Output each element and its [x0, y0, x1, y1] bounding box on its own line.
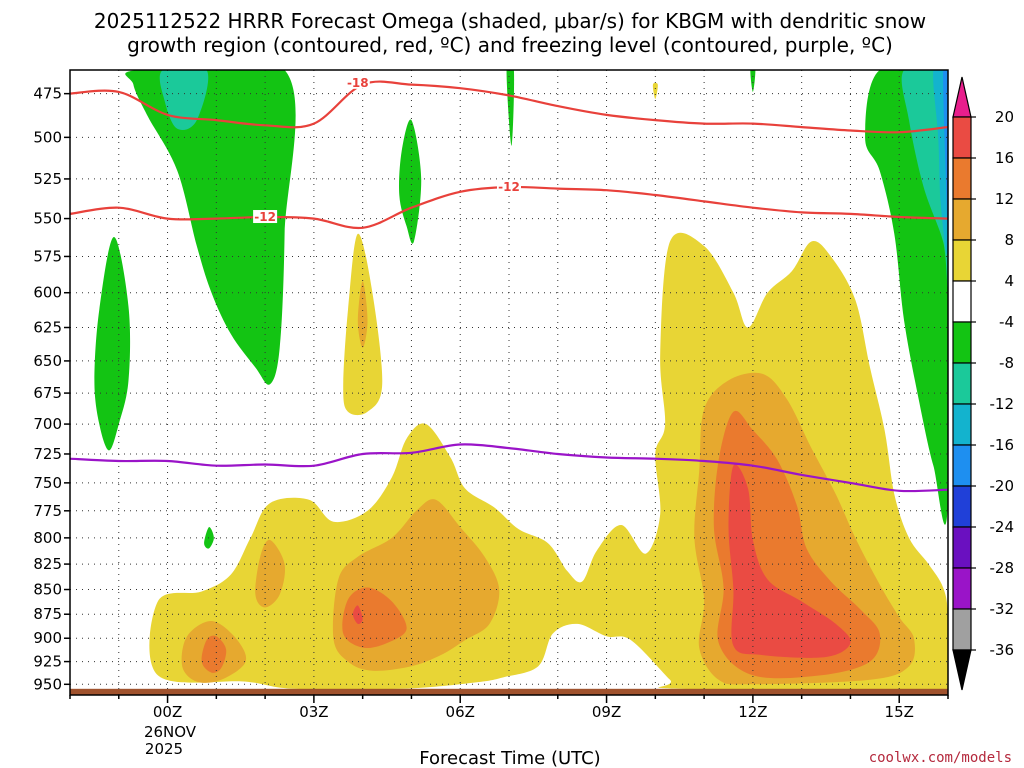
shading-omega-pos-4-top — [652, 82, 658, 99]
colorbar-label: 20 — [995, 108, 1014, 126]
x-tick-label: 06Z — [446, 703, 475, 721]
colorbar-swatch — [952, 608, 972, 651]
shading-omega-pos-8-b — [255, 539, 286, 608]
colorbar-bottom-arrow — [952, 649, 972, 691]
colorbar-swatch — [952, 567, 972, 610]
dgz-contour-label: -18 — [347, 76, 369, 90]
shading-omega-pos-12-a — [201, 635, 227, 673]
y-tick-label: 600 — [33, 284, 62, 302]
colorbar-label: -16 — [990, 436, 1015, 454]
y-tick-label: 675 — [33, 384, 62, 402]
ground-layer — [70, 688, 948, 695]
y-axis: 475 500 525 550 575 600 625 650 675 700 725 750 775 8… — [33, 85, 70, 693]
shading-omega-pos-16-b — [728, 464, 851, 658]
colorbar: 20 16 12 8 4 -4 -8 -12 -16 -20 -24 -28 -32 -36 — [952, 76, 1015, 691]
x-axis: 00Z 03Z 06Z 09Z 12Z 15Z — [69, 695, 949, 721]
y-tick-label: 500 — [33, 128, 62, 146]
colorbar-swatch — [952, 280, 972, 323]
y-tick-label: 550 — [33, 210, 62, 228]
colorbar-swatch — [952, 403, 972, 446]
colorbar-swatch — [952, 485, 972, 528]
colorbar-label: -20 — [990, 477, 1015, 495]
x-axis-label: Forecast Time (UTC) — [419, 748, 600, 768]
colorbar-label: -32 — [990, 600, 1015, 618]
colorbar-top-arrow — [952, 76, 972, 118]
shading-omega-neg-16 — [943, 70, 948, 230]
contour-layer: -18 -12 -12 — [70, 75, 948, 493]
y-tick-label: 475 — [33, 85, 62, 103]
colorbar-label: -24 — [990, 518, 1015, 536]
colorbar-swatch — [952, 444, 972, 487]
y-tick-label: 825 — [33, 555, 62, 573]
colorbar-label: 16 — [995, 149, 1014, 167]
colorbar-swatch — [952, 321, 972, 364]
dgz-isotherm-0 — [70, 80, 948, 134]
y-tick-label: 650 — [33, 352, 62, 370]
y-tick-label: 575 — [33, 247, 62, 265]
shading-omega-pos-12-b — [342, 587, 407, 649]
x-date-label-day: 26NOV — [144, 723, 197, 741]
omega-shading-layer — [94, 70, 948, 695]
colorbar-label: 8 — [1004, 231, 1014, 249]
x-tick-label: 12Z — [738, 703, 767, 721]
y-tick-label: 775 — [33, 502, 62, 520]
chart-title-line2: growth region (contoured, red, ºC) and f… — [127, 33, 893, 57]
dgz-label-bg — [345, 75, 370, 89]
colorbar-swatch — [952, 116, 972, 159]
y-tick-label: 875 — [33, 605, 62, 623]
x-tick-label: 03Z — [299, 703, 328, 721]
y-tick-label: 700 — [33, 415, 62, 433]
x-tick-label: 00Z — [153, 703, 182, 721]
y-tick-label: 625 — [33, 319, 62, 337]
shading-omega-pos-4-upper-orange — [357, 281, 368, 348]
y-tick-label: 925 — [33, 653, 62, 671]
dgz-contour-label: -12 — [498, 180, 520, 194]
dgz-label-bg — [253, 210, 278, 224]
x-date-label-year: 2025 — [145, 740, 183, 758]
y-tick-label: 850 — [33, 581, 62, 599]
shading-omega-neg-4-b — [94, 236, 131, 451]
x-tick-label: 09Z — [592, 703, 621, 721]
freezing-level-line — [70, 443, 948, 493]
colorbar-swatch — [952, 198, 972, 241]
y-tick-label: 900 — [33, 629, 62, 647]
colorbar-swatch — [952, 239, 972, 282]
colorbar-swatch — [952, 526, 972, 569]
colorbar-label: -36 — [990, 641, 1015, 659]
y-tick-label: 800 — [33, 529, 62, 547]
colorbar-label: -8 — [999, 354, 1014, 372]
shading-omega-neg-4-f — [506, 70, 515, 146]
colorbar-swatch — [952, 362, 972, 405]
y-tick-label: 725 — [33, 445, 62, 463]
y-tick-label: 950 — [33, 675, 62, 693]
y-tick-label: 750 — [33, 474, 62, 492]
shading-omega-neg-4-c — [399, 119, 422, 244]
chart-title-line1: 2025112522 HRRR Forecast Omega (shaded, … — [94, 9, 926, 33]
colorbar-label: 4 — [1004, 272, 1014, 290]
colorbar-label: 12 — [995, 190, 1014, 208]
colorbar-swatch — [952, 157, 972, 200]
colorbar-label: -4 — [999, 313, 1014, 331]
dgz-label-bg — [497, 180, 521, 194]
dgz-contour-label: -12 — [254, 210, 276, 224]
shading-omega-neg-8-b — [901, 70, 948, 288]
credit-text: coolwx.com/models — [869, 750, 1012, 766]
shading-omega-pos-16-a — [352, 605, 363, 625]
shading-omega-neg-4-g — [750, 70, 756, 92]
x-tick-label: 15Z — [885, 703, 914, 721]
colorbar-label: -12 — [990, 395, 1015, 413]
y-tick-label: 525 — [33, 170, 62, 188]
colorbar-label: -28 — [990, 559, 1015, 577]
